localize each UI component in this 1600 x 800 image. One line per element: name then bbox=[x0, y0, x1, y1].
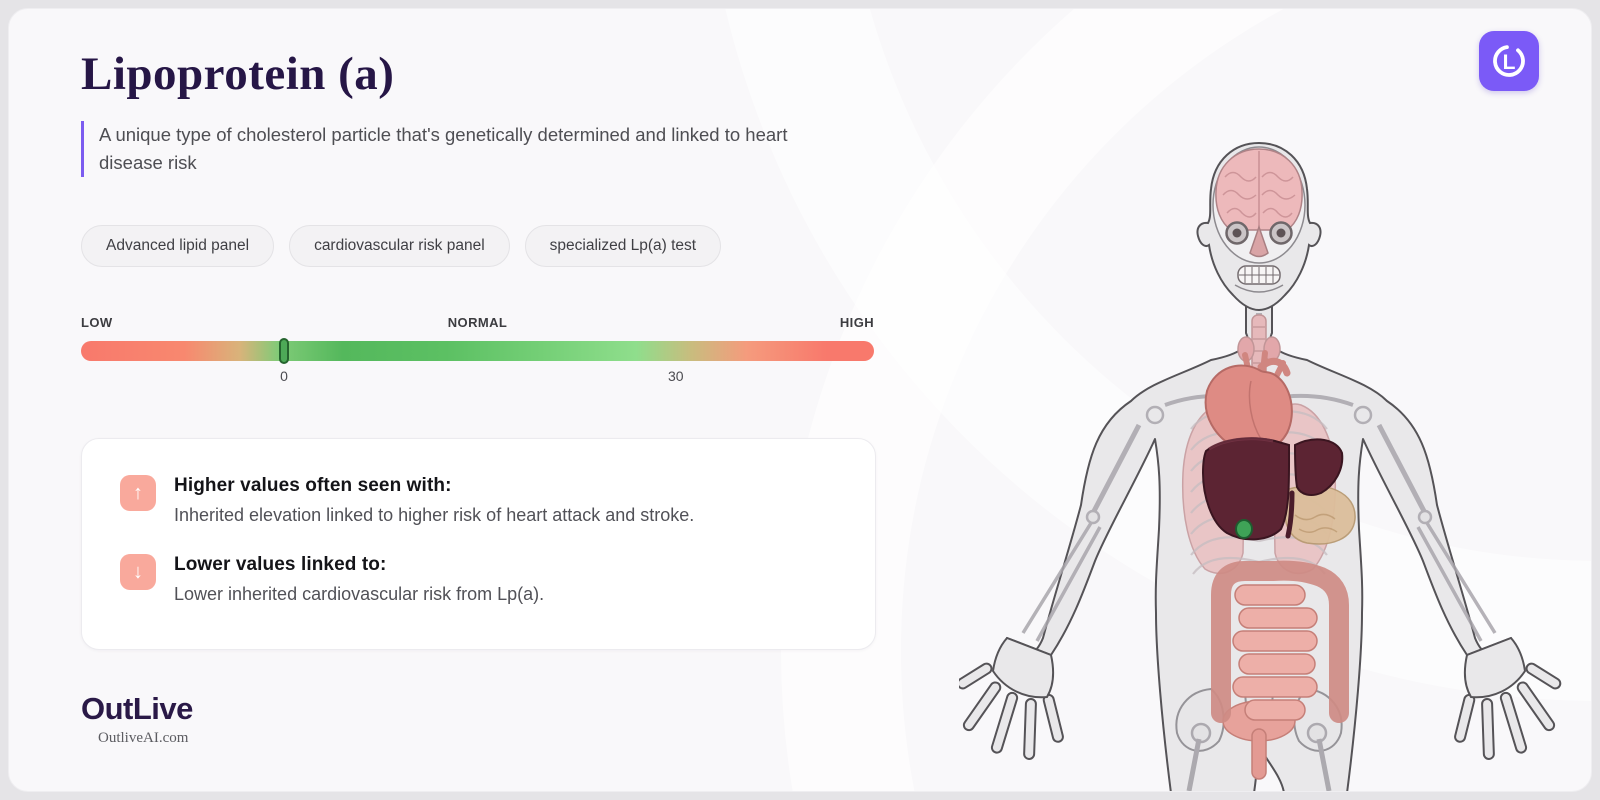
lower-values-heading: Lower values linked to: bbox=[174, 554, 387, 575]
left-hand bbox=[959, 636, 1064, 760]
scale-label-normal: NORMAL bbox=[447, 315, 508, 330]
tick-thirty: 30 bbox=[667, 368, 684, 384]
arrow-up-icon: ↑ bbox=[120, 475, 156, 511]
tag-advanced-lipid-panel[interactable]: Advanced lipid panel bbox=[81, 225, 275, 267]
tag-cardiovascular-risk-panel[interactable]: cardiovascular risk panel bbox=[289, 225, 510, 267]
values-info-card: ↑ Higher values often seen with: Inherit… bbox=[81, 438, 876, 650]
higher-values-item: ↑ Higher values often seen with: Inherit… bbox=[120, 475, 837, 526]
trachea bbox=[1237, 314, 1281, 390]
page-title: Lipoprotein (a) bbox=[81, 48, 395, 100]
teeth bbox=[1237, 265, 1281, 285]
scale-marker[interactable] bbox=[279, 338, 289, 364]
tick-zero: 0 bbox=[280, 368, 288, 384]
outlive-app-icon[interactable]: L bbox=[1479, 31, 1539, 91]
risk-gradient-bar bbox=[81, 338, 874, 364]
right-hand bbox=[1454, 636, 1562, 760]
main-card: L Lipoprotein (a) A unique type of chole… bbox=[8, 8, 1592, 792]
eye-sockets bbox=[1225, 221, 1293, 245]
scale-label-low: LOW bbox=[81, 315, 113, 330]
liver-highlighted bbox=[1201, 437, 1344, 541]
brain bbox=[1215, 148, 1303, 231]
lower-values-item: ↓ Lower values linked to: Lower inherite… bbox=[120, 554, 837, 605]
intestines bbox=[1211, 560, 1349, 780]
nasal-cavity bbox=[1249, 224, 1269, 258]
test-tags-row: Advanced lipid panel cardiovascular risk… bbox=[81, 225, 722, 267]
lower-values-body: Lower inherited cardiovascular risk from… bbox=[174, 584, 545, 604]
stomach-pancreas bbox=[1284, 485, 1356, 545]
scale-label-high: HIGH bbox=[839, 315, 874, 330]
tag-specialized-lpa-test[interactable]: specialized Lp(a) test bbox=[524, 225, 722, 267]
svg-text:L: L bbox=[1503, 51, 1516, 74]
higher-values-heading: Higher values often seen with: bbox=[174, 475, 452, 496]
page-subtitle: A unique type of cholesterol particle th… bbox=[81, 121, 823, 177]
arrow-down-icon: ↓ bbox=[120, 554, 156, 590]
risk-scale: LOW NORMAL HIGH 0 30 bbox=[81, 315, 874, 388]
gallbladder bbox=[1235, 519, 1253, 539]
brand-footer: OutLive OutliveAI.com bbox=[81, 691, 193, 747]
brand-website: OutliveAI.com bbox=[98, 730, 189, 746]
higher-values-body: Inherited elevation linked to higher ris… bbox=[174, 505, 695, 525]
human-anatomy-illustration bbox=[959, 141, 1562, 791]
brand-wordmark: OutLive bbox=[81, 691, 193, 726]
outlive-logo-icon: L bbox=[1493, 45, 1525, 77]
heart bbox=[1204, 350, 1293, 454]
